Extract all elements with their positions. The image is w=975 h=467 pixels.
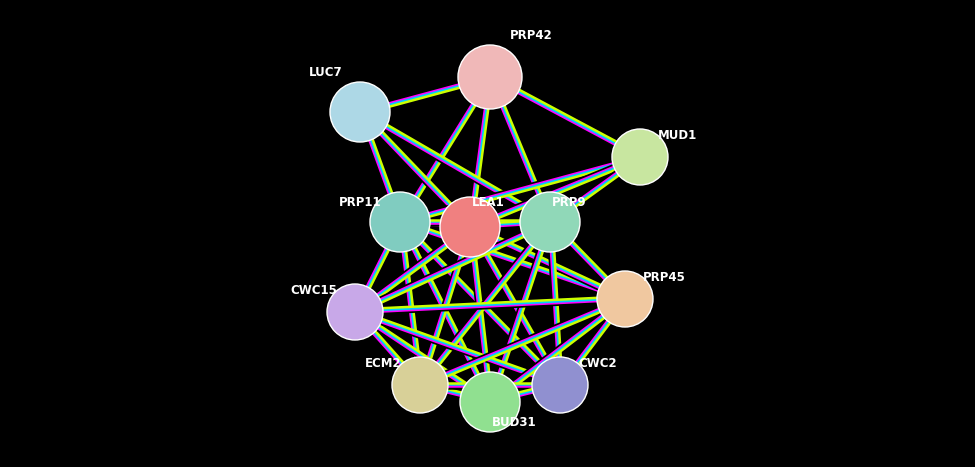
Text: PRP42: PRP42: [510, 29, 553, 42]
Circle shape: [440, 197, 500, 257]
Circle shape: [370, 192, 430, 252]
Circle shape: [460, 372, 520, 432]
Text: LUC7: LUC7: [308, 66, 342, 79]
Text: BUD31: BUD31: [492, 416, 536, 429]
Circle shape: [520, 192, 580, 252]
Text: MUD1: MUD1: [658, 129, 697, 142]
Circle shape: [392, 357, 448, 413]
Text: PRP45: PRP45: [643, 271, 685, 284]
Circle shape: [597, 271, 653, 327]
Circle shape: [327, 284, 383, 340]
Text: PRP11: PRP11: [339, 196, 382, 209]
Text: CWC2: CWC2: [578, 357, 616, 370]
Circle shape: [458, 45, 522, 109]
Circle shape: [532, 357, 588, 413]
Text: PRP9: PRP9: [552, 196, 587, 209]
Text: CWC15: CWC15: [291, 284, 337, 297]
Text: LEA1: LEA1: [472, 196, 505, 209]
Circle shape: [612, 129, 668, 185]
Circle shape: [330, 82, 390, 142]
Text: ECM2: ECM2: [366, 357, 402, 370]
